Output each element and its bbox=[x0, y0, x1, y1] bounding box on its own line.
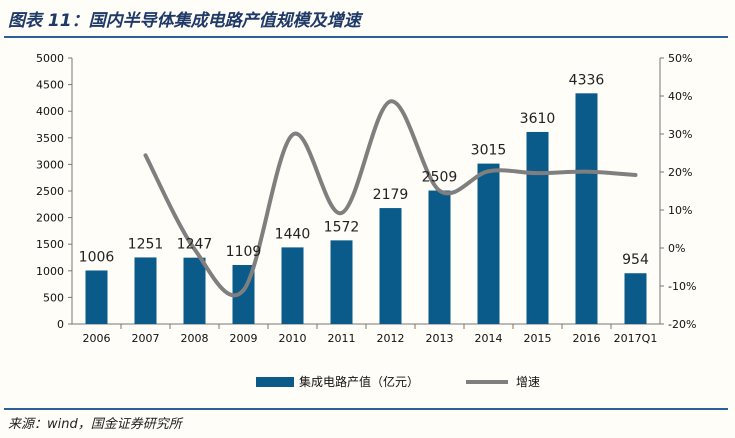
bar-data-label: 1247 bbox=[177, 237, 213, 253]
bar-data-label: 3610 bbox=[520, 111, 556, 127]
x-tick-label: 2016 bbox=[573, 332, 601, 345]
bar bbox=[134, 257, 157, 324]
y-left-tick-label: 3000 bbox=[36, 158, 64, 171]
y-left-tick-label: 2500 bbox=[36, 185, 64, 198]
bar-data-label: 1572 bbox=[324, 219, 360, 235]
legend-line-label: 增速 bbox=[516, 375, 540, 389]
y-left-tick-label: 4500 bbox=[36, 79, 64, 92]
bars bbox=[85, 93, 647, 324]
y-right-tick-label: 0% bbox=[668, 242, 685, 255]
y-right-tick-label: 10% bbox=[668, 204, 692, 217]
bar-data-label: 2179 bbox=[373, 187, 409, 203]
bar bbox=[379, 208, 402, 324]
bar-data-label: 2509 bbox=[422, 170, 458, 186]
x-tick-label: 2015 bbox=[524, 332, 552, 345]
growth-line bbox=[143, 99, 638, 298]
bar bbox=[281, 247, 304, 324]
bar bbox=[526, 131, 549, 324]
chart-title: 图表 11：国内半导体集成电路产值规模及增速 bbox=[8, 11, 361, 31]
chart: 0 500 1000 1500 2000 2500 3000 3500 4000 4500 5000… bbox=[36, 52, 696, 389]
y-left-tick-label: 1500 bbox=[36, 238, 64, 251]
legend-bar-swatch bbox=[256, 377, 294, 387]
y-left-tick-label: 0 bbox=[57, 318, 64, 331]
bar-data-label: 954 bbox=[622, 252, 649, 268]
x-axis-ticks: 2006 2007 2008 2009 2010 2011 2012 2013 2014 2015… bbox=[83, 324, 658, 345]
x-tick-label: 2014 bbox=[475, 332, 503, 345]
growth-line-path bbox=[143, 99, 638, 298]
legend: 集成电路产值（亿元） 增速 bbox=[256, 374, 540, 389]
bar-data-label: 3015 bbox=[471, 143, 507, 159]
bar bbox=[575, 93, 598, 324]
x-tick-label: 2011 bbox=[328, 332, 356, 345]
y-right-tick-label: 40% bbox=[668, 90, 692, 103]
bar bbox=[330, 240, 353, 324]
y-right-tick-label: 20% bbox=[668, 166, 692, 179]
bar-data-label: 1109 bbox=[226, 244, 262, 260]
axes: 0 500 1000 1500 2000 2500 3000 3500 4000 4500 5000… bbox=[36, 52, 696, 331]
x-tick-label: 2010 bbox=[279, 332, 307, 345]
title-divider bbox=[4, 36, 728, 38]
y-left-tick-label: 1000 bbox=[36, 265, 64, 278]
bar-data-label: 4336 bbox=[569, 72, 605, 88]
x-tick-label: 2012 bbox=[377, 332, 405, 345]
bar bbox=[624, 273, 647, 324]
bar bbox=[477, 163, 500, 324]
y-left-tick-label: 4000 bbox=[36, 105, 64, 118]
x-tick-label: 2009 bbox=[230, 332, 258, 345]
x-tick-label: 2006 bbox=[83, 332, 111, 345]
y-left-tick-label: 5000 bbox=[36, 52, 64, 65]
x-tick-label: 2007 bbox=[132, 332, 160, 345]
source-note: 来源：wind，国金证券研究所 bbox=[8, 417, 182, 432]
bar bbox=[183, 257, 206, 324]
y-right-tick-label: -20% bbox=[668, 318, 696, 331]
bar-data-label: 1251 bbox=[128, 236, 164, 252]
x-tick-label: 2008 bbox=[181, 332, 209, 345]
y-left-tick-label: 500 bbox=[43, 291, 64, 304]
y-left-tick-label: 3500 bbox=[36, 132, 64, 145]
bar-data-label: 1440 bbox=[275, 226, 311, 242]
y-left-tick-label: 2000 bbox=[36, 212, 64, 225]
bar bbox=[85, 270, 108, 324]
y-right-tick-label: 50% bbox=[668, 52, 692, 65]
y-right-tick-label: 30% bbox=[668, 128, 692, 141]
footer-divider bbox=[4, 408, 728, 410]
bar bbox=[428, 190, 451, 324]
bar-data-label: 1006 bbox=[79, 249, 115, 265]
title-bar: 图表 11：国内半导体集成电路产值规模及增速 bbox=[0, 0, 735, 36]
data-labels: 1006 1251 1247 1109 1440 1572 2179 2509 3015 3610… bbox=[79, 72, 649, 268]
x-tick-label: 2013 bbox=[426, 332, 454, 345]
y-right-tick-label: -10% bbox=[668, 280, 696, 293]
x-tick-label: 2017Q1 bbox=[614, 332, 658, 345]
legend-bar-label: 集成电路产值（亿元） bbox=[299, 374, 419, 389]
